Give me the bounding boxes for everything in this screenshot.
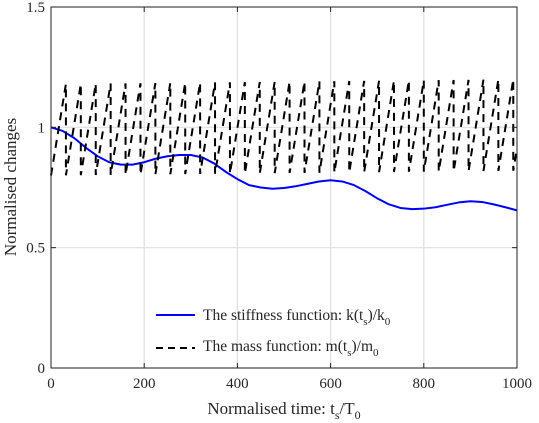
x-axis-label-mid: /T bbox=[340, 399, 356, 418]
x-tick-label: 200 bbox=[133, 376, 156, 392]
legend-stiffness-label: The stiffness function: k(ts)/k0 bbox=[203, 307, 391, 328]
x-axis-label-main: Normalised time: t bbox=[207, 399, 335, 418]
axes-frame bbox=[50, 6, 518, 369]
x-tick-label: 600 bbox=[319, 376, 342, 392]
x-axis-label: Normalised time: ts/T0 bbox=[207, 399, 360, 422]
y-tick-label: 0 bbox=[38, 361, 46, 377]
x-tick-label: 400 bbox=[226, 376, 249, 392]
x-axis-label-sub2: 0 bbox=[355, 408, 361, 422]
mass-series bbox=[50, 79, 518, 176]
x-tick-labels: 0 200 400 600 800 1000 bbox=[47, 376, 532, 392]
y-axis-label: Normalised changes bbox=[1, 118, 20, 256]
x-tick-label: 0 bbox=[47, 376, 55, 392]
mass-line bbox=[50, 79, 518, 176]
y-tick-label: 1 bbox=[38, 120, 46, 136]
x-tick-label: 1000 bbox=[502, 376, 532, 392]
legend-mass-label: The mass function: m(ts)/m0 bbox=[203, 338, 379, 359]
ticks bbox=[50, 6, 518, 369]
y-tick-label: 0.5 bbox=[26, 241, 45, 257]
y-tick-labels: 0 0.5 1 1.5 bbox=[26, 0, 45, 377]
legend: The stiffness function: k(ts)/k0 The mas… bbox=[156, 307, 391, 359]
x-tick-label: 800 bbox=[413, 376, 436, 392]
x-axis-label-sub1: s bbox=[335, 408, 340, 422]
y-tick-label: 1.5 bbox=[26, 0, 45, 16]
stiffness-series bbox=[50, 126, 518, 212]
stiffness-line bbox=[50, 126, 518, 212]
